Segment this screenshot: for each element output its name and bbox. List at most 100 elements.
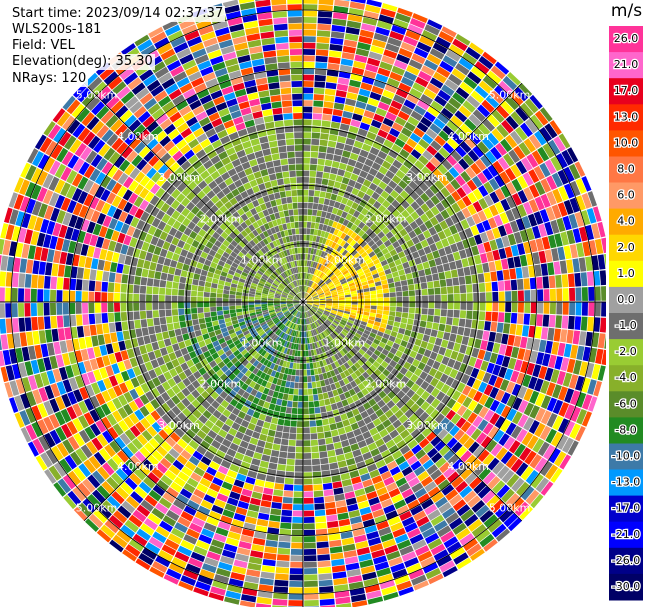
ray — [306, 302, 606, 381]
colorbar-tick-label: 6.0 — [617, 189, 635, 202]
ray — [162, 19, 302, 299]
ray — [53, 304, 300, 497]
ray — [177, 13, 302, 299]
colorbar-bin — [609, 130, 643, 157]
instrument-label: WLS200s-181 — [10, 22, 104, 38]
ray — [148, 26, 302, 299]
ray — [14, 303, 300, 428]
colorbar-bin — [609, 104, 643, 131]
ray — [43, 121, 300, 300]
ray — [303, 305, 384, 605]
ray — [62, 95, 300, 300]
ray — [303, 306, 336, 607]
ray — [0, 302, 300, 383]
colorbar-tick-label: 26.0 — [614, 32, 639, 45]
ray — [305, 72, 521, 300]
ray — [304, 305, 414, 596]
colorbar-bin — [609, 286, 643, 314]
colorbar-tick-label: 8.0 — [617, 163, 635, 176]
ray — [20, 162, 300, 301]
colorbar-bin — [609, 52, 643, 79]
ray — [306, 303, 592, 427]
ray — [307, 254, 606, 302]
colorbar-bin — [609, 156, 643, 184]
ray — [85, 304, 301, 532]
ray — [305, 51, 497, 299]
colorbar-bin — [609, 417, 643, 444]
ray — [304, 19, 443, 299]
colorbar-tick-label: -1.0 — [615, 319, 636, 332]
ray — [306, 221, 606, 302]
ray — [304, 305, 429, 591]
ray — [305, 61, 510, 299]
colorbar-tick-label: 13.0 — [614, 110, 639, 123]
ray — [239, 305, 303, 607]
colorbar-tick-label: -6.0 — [615, 397, 636, 410]
colorbar-tick-label: -13.0 — [612, 476, 640, 489]
ray — [0, 302, 300, 367]
colorbar-tick-label: 21.0 — [614, 58, 639, 71]
ray — [306, 161, 586, 301]
ray — [306, 191, 597, 301]
ray — [35, 304, 300, 471]
ray — [303, 0, 366, 299]
ray — [271, 0, 303, 298]
colorbar-tick-label: 0.0 — [617, 293, 635, 306]
ray — [305, 305, 498, 552]
ray — [306, 304, 554, 496]
ray — [34, 134, 300, 300]
ray — [304, 26, 457, 299]
ray — [305, 304, 533, 520]
ray — [305, 305, 472, 570]
ray — [52, 108, 300, 300]
ray — [305, 42, 484, 299]
ray — [306, 147, 579, 301]
ray — [163, 305, 302, 585]
ray — [306, 304, 563, 483]
ray — [304, 305, 399, 601]
ray — [307, 270, 606, 302]
ray — [303, 306, 320, 607]
ray — [8, 192, 300, 301]
ray — [303, 306, 352, 607]
ray — [27, 148, 300, 301]
colorbar-unit: m/s — [610, 1, 643, 21]
ray — [14, 177, 300, 301]
ray — [0, 223, 300, 302]
ray — [63, 304, 300, 510]
ray — [20, 303, 300, 443]
ray — [306, 303, 579, 456]
colorbar-tick-label: -10.0 — [612, 450, 640, 463]
colorbar-tick-label: -17.0 — [612, 502, 640, 515]
ray — [305, 83, 533, 300]
ray — [306, 303, 586, 442]
azimuth-spoke — [83, 301, 304, 522]
ray — [307, 302, 606, 333]
ray — [109, 305, 301, 553]
colorbar-bin — [609, 260, 643, 288]
ray — [208, 305, 302, 601]
radar-ppi-plot: 1.00km1.00km1.00km1.00km2.00km2.00km2.00… — [0, 0, 606, 607]
colorbar-tick-label: -26.0 — [612, 554, 640, 567]
ray — [0, 302, 299, 334]
colorbar-bin — [609, 313, 643, 340]
ray — [73, 304, 301, 521]
ray — [304, 13, 428, 299]
ray — [303, 0, 350, 298]
ray — [4, 207, 300, 301]
ray — [288, 306, 303, 607]
colorbar-tick-label: -21.0 — [612, 528, 640, 541]
ray — [306, 206, 602, 301]
ray — [306, 133, 571, 300]
colorbar-tick-label: -30.0 — [612, 580, 640, 593]
ray — [304, 7, 413, 299]
colorbar-bin — [609, 443, 643, 471]
ray — [0, 302, 299, 318]
ray — [306, 176, 592, 301]
colorbar-bin — [609, 495, 643, 523]
ray — [193, 305, 302, 597]
azimuth-spoke — [83, 82, 304, 303]
ray — [73, 84, 301, 300]
ray — [9, 303, 300, 413]
colorbar-bin — [609, 573, 643, 601]
